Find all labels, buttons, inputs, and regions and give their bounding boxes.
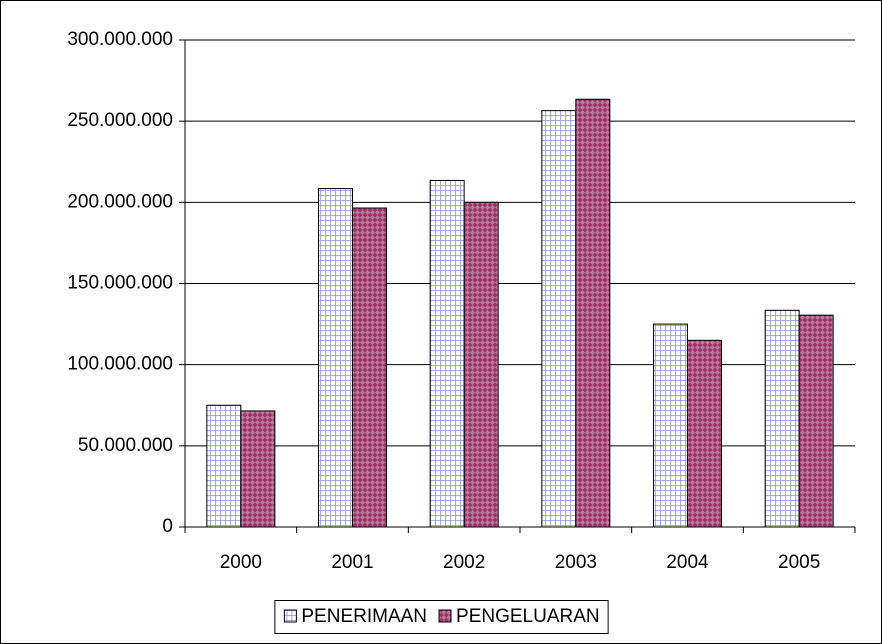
bar [206, 404, 242, 528]
legend: PENERIMAAN PENGELUARAN [274, 600, 609, 634]
x-tick-label: 2000 [220, 552, 262, 573]
bar [429, 179, 465, 528]
y-tick-label: 0 [162, 516, 173, 537]
y-tick-label: 100.000.000 [67, 354, 173, 375]
legend-swatch [283, 609, 297, 623]
y-tick-label: 200.000.000 [67, 191, 173, 212]
legend-label: PENERIMAAN [301, 606, 427, 627]
x-tick-label: 2004 [666, 552, 709, 573]
x-tick-label: 2005 [778, 552, 820, 573]
bar [764, 309, 800, 528]
legend-swatch [438, 609, 452, 623]
bar [240, 410, 276, 528]
y-tick-label: 50.000.000 [78, 435, 173, 456]
x-tick-label: 2002 [443, 552, 485, 573]
bar [318, 188, 353, 528]
y-tick-label: 150.000.000 [67, 273, 173, 294]
bar [575, 98, 611, 528]
bar [463, 201, 499, 528]
x-tick-label: 2001 [331, 552, 373, 573]
y-tick-label: 300.000.000 [67, 29, 173, 50]
bar [798, 314, 834, 528]
y-tick-label: 250.000.000 [67, 110, 173, 131]
bar [653, 323, 688, 528]
x-tick-label: 2003 [555, 552, 597, 573]
legend-label: PENGELUARAN [456, 606, 600, 627]
bar [687, 339, 722, 528]
bar [352, 207, 387, 528]
bar [541, 110, 577, 528]
